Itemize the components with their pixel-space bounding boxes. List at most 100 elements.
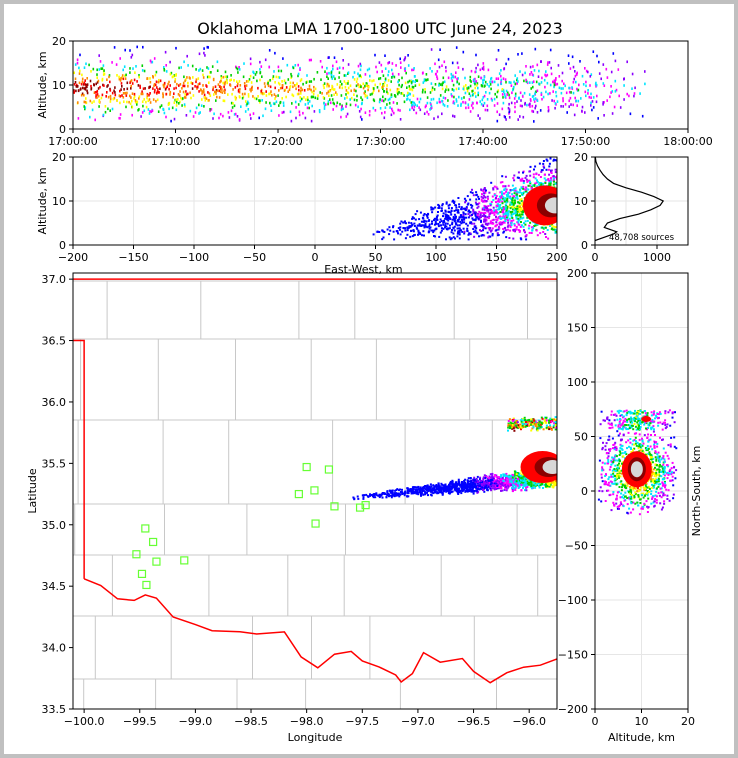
county-lines [73,280,557,709]
density-cell [475,95,477,98]
density-cell [513,188,516,190]
density-cell [487,205,490,208]
density-cell [451,490,454,493]
density-cell [374,496,377,499]
density-cell [542,165,545,168]
density-cell [491,227,494,230]
density-cell [131,105,134,109]
density-cell [388,233,391,236]
density-cell [496,187,499,190]
density-cell [178,94,181,97]
density-cell [376,86,379,89]
density-cell [229,84,232,87]
density-cell [84,86,87,90]
density-cell [567,479,569,481]
density-cell [185,90,187,93]
density-cell [514,102,516,105]
density-cell [440,482,443,485]
density-cell [576,87,578,91]
density-cell [432,484,435,487]
density-cell [517,482,520,485]
density-cell [476,213,479,215]
density-cell [519,70,521,73]
x-tick-label: −150 [118,251,148,264]
density-cell [460,483,463,486]
density-cell [466,89,469,93]
density-cell [530,187,533,190]
density-cell [500,207,503,210]
density-cell [369,74,371,78]
density-cell [418,224,421,227]
density-cell [238,90,241,94]
density-cell [437,58,440,62]
density-cell [559,191,561,193]
density-cell [518,206,521,208]
density-cell [576,104,578,107]
density-cell [295,87,297,91]
density-cell [89,115,91,119]
density-cell [510,474,512,477]
density-cell [483,474,486,477]
density-cell [272,75,275,78]
density-cell [563,464,565,466]
density-cell [433,489,436,492]
density-cell [165,115,167,119]
density-cell [507,484,509,487]
density-cell [281,84,284,87]
density-cell [476,482,479,485]
density-cell [388,226,391,229]
density-cell [297,72,300,76]
density-cell [469,191,472,194]
density-cell [102,113,105,117]
density-cell [512,208,514,211]
density-cell [408,226,411,229]
density-cell [513,80,515,84]
density-cell [480,211,483,214]
density-cell [108,75,110,79]
density-cell [594,83,597,86]
density-cell [340,94,343,97]
density-cell [449,488,452,491]
density-cell [480,224,483,227]
density-cell [326,72,328,75]
density-cell [561,205,563,207]
density-cell [558,483,560,485]
density-cell [404,56,407,59]
density-cell [485,209,488,212]
density-cell [475,478,478,481]
density-cell [560,182,562,184]
density-cell [467,202,470,205]
density-cell [369,494,371,497]
density-cell [566,468,568,470]
density-cell [502,96,504,99]
density-cell [529,81,531,84]
density-cell [514,485,517,488]
density-cell [97,79,100,83]
density-cell [169,60,171,64]
density-cell [374,53,376,57]
density-cell [518,229,521,232]
density-cell [463,96,465,99]
density-cell [436,70,439,73]
density-cell [563,484,565,486]
density-cell [93,91,96,94]
density-cell [449,211,452,214]
density-cell [441,112,443,116]
density-cell [452,216,455,218]
density-cell [192,94,195,97]
density-cell [567,474,569,476]
density-cell [148,112,151,115]
density-cell [86,77,88,80]
density-cell [512,88,514,92]
density-cell [382,236,385,239]
density-cell [496,110,498,114]
density-cell [602,63,605,66]
density-cell [391,492,394,495]
density-cell [596,54,598,58]
density-cell [584,67,586,70]
density-cell [456,227,459,230]
density-cell [76,85,79,88]
density-cell [350,96,353,100]
density-cell [554,78,557,81]
density-cell [496,102,499,105]
